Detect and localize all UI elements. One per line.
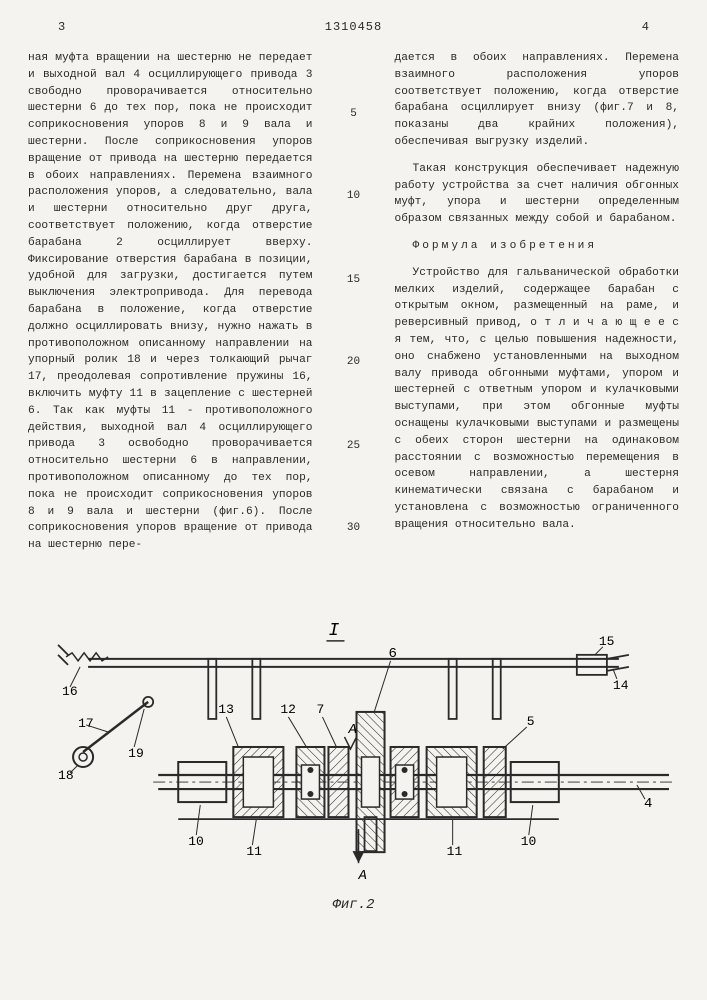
left-col-text: ная муфта вращении на шестерню не переда… [28, 50, 313, 554]
arrow-A-bottom: A [358, 868, 367, 884]
right-page-num: 4 [642, 18, 649, 36]
left-column: ная муфта вращении на шестерню не переда… [28, 50, 313, 564]
part-16: 16 [62, 684, 78, 699]
part-4: 4 [644, 796, 652, 812]
part-5: 5 [527, 714, 535, 729]
line-num: 5 [346, 106, 362, 123]
part-19: 19 [128, 746, 144, 761]
part-10-left: 10 [188, 834, 204, 849]
right-p3: Устройство для гальванической обработки … [395, 265, 680, 534]
part-6: 6 [389, 646, 397, 662]
left-page-num: 3 [58, 18, 65, 36]
part-15: 15 [599, 634, 615, 649]
section-mark: I [328, 621, 339, 641]
right-column: дается в обоих направлениях. Перемена вз… [395, 50, 680, 564]
page-header: 3 1310458 4 [28, 18, 679, 36]
text-columns: ная муфта вращении на шестерню не переда… [28, 50, 679, 564]
patent-number: 1310458 [325, 18, 382, 36]
formula-header: Формула изобретения [395, 238, 680, 255]
line-num: 25 [346, 438, 362, 455]
part-11-right: 11 [447, 844, 463, 859]
part-7: 7 [316, 702, 324, 717]
part-18: 18 [58, 768, 74, 783]
gutter-line-numbers: 5 10 15 20 25 30 [345, 50, 363, 564]
part-17: 17 [78, 716, 94, 731]
right-p1: дается в обоих направлениях. Перемена вз… [395, 50, 680, 151]
mechanical-drawing: I 16 17 18 19 [28, 592, 679, 922]
part-11-left: 11 [246, 844, 262, 859]
figure-2: I 16 17 18 19 [28, 592, 679, 922]
arrow-A-top: A [347, 722, 356, 738]
part-14: 14 [613, 678, 629, 693]
line-num: 20 [346, 354, 362, 371]
line-num: 30 [346, 520, 362, 537]
part-10-right: 10 [521, 834, 537, 849]
figure-label: Фиг.2 [332, 895, 374, 916]
right-p2: Такая конструкция обеспечивает надежную … [395, 161, 680, 228]
line-num: 15 [346, 272, 362, 289]
line-num: 10 [346, 188, 362, 205]
part-12: 12 [280, 702, 296, 717]
part-13: 13 [218, 702, 234, 717]
